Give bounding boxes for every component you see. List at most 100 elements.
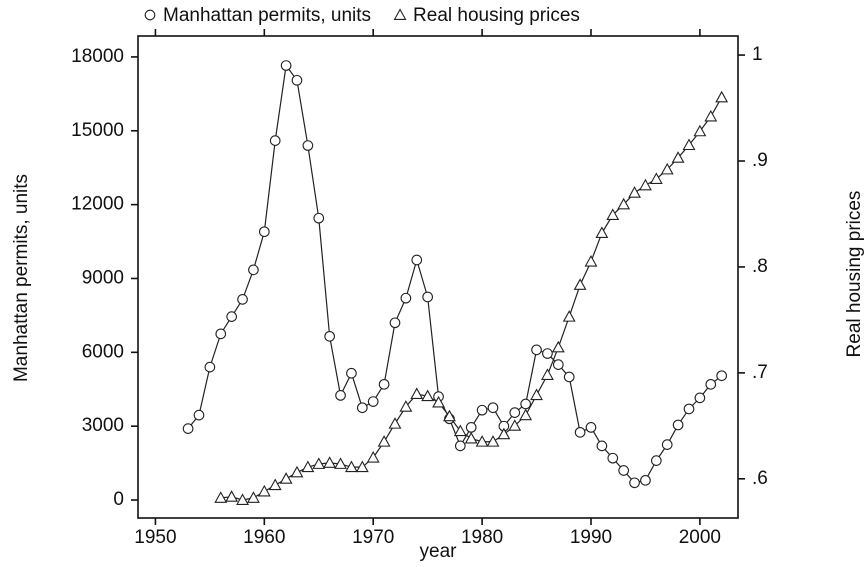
triangle-marker — [693, 124, 707, 137]
triangle-marker — [246, 491, 260, 503]
circle-marker — [465, 422, 477, 433]
legend-label: Manhattan permits, units — [163, 5, 371, 26]
circle-marker — [389, 317, 401, 329]
triangle-marker — [715, 90, 729, 103]
triangle-marker — [649, 172, 663, 184]
circle-marker — [269, 135, 281, 146]
circle-marker — [248, 264, 259, 276]
circle-marker — [563, 371, 575, 383]
circle-marker — [476, 404, 488, 416]
triangle-marker — [639, 178, 652, 191]
triangle-marker — [279, 472, 293, 484]
y-tick-label: 18000 — [71, 46, 124, 67]
circle-marker — [509, 407, 521, 418]
circle-marker — [640, 474, 651, 486]
y-tick-label: 15000 — [71, 120, 124, 141]
circle-marker — [324, 330, 336, 342]
y-tick-label: 3000 — [82, 415, 124, 436]
triangle-marker — [388, 417, 402, 429]
triangle-marker — [628, 186, 641, 198]
circle-marker — [574, 426, 586, 438]
circle-marker — [629, 477, 640, 489]
circle-marker — [422, 291, 434, 303]
triangle-marker — [508, 419, 522, 431]
triangle-marker — [323, 456, 337, 468]
circle-marker — [204, 361, 216, 373]
circle-marker — [346, 367, 357, 379]
y2-tick-label: .6 — [752, 468, 768, 489]
triangle-marker — [453, 424, 467, 437]
triangle-marker — [410, 387, 424, 400]
triangle-marker — [682, 138, 696, 151]
triangle-marker — [595, 226, 609, 238]
circle-marker — [661, 439, 673, 450]
circle-marker — [705, 378, 717, 390]
triangle-marker — [617, 197, 631, 210]
triangle-marker — [421, 389, 435, 402]
circle-marker — [694, 392, 706, 404]
triangle-marker — [442, 409, 456, 422]
triangle-marker — [704, 109, 718, 122]
triangle-marker — [486, 435, 500, 447]
triangle-marker — [497, 427, 511, 440]
x-tick-label: 1960 — [243, 527, 285, 548]
x-tick-label: 1990 — [570, 527, 612, 548]
circle-marker — [291, 74, 303, 86]
circle-marker — [367, 396, 379, 407]
triangle-marker — [257, 484, 271, 497]
y-tick-label: 12000 — [71, 194, 124, 215]
triangle-marker — [541, 368, 554, 380]
triangle-marker — [214, 491, 228, 503]
circle-marker — [552, 359, 564, 370]
triangle-marker — [584, 255, 598, 267]
circle-marker — [531, 344, 542, 356]
triangle-marker — [399, 400, 413, 412]
triangle-marker — [268, 478, 282, 491]
triangle-marker — [432, 395, 445, 408]
x-tick-label: 1980 — [461, 527, 503, 548]
circle-marker — [520, 398, 532, 410]
triangle-marker — [660, 162, 674, 175]
circle-marker — [356, 402, 368, 414]
x-tick-label: 1950 — [134, 527, 176, 548]
circle-marker — [193, 409, 205, 421]
circle-marker — [596, 440, 608, 452]
triangle-marker — [464, 431, 478, 444]
circle-marker — [215, 328, 227, 340]
triangle-marker — [236, 493, 249, 505]
triangle-marker — [366, 450, 380, 463]
circle-marker — [144, 9, 156, 21]
circle-marker — [487, 402, 499, 414]
triangle-marker — [573, 278, 587, 290]
triangle-marker — [530, 388, 543, 401]
y-tick-label: 6000 — [82, 341, 124, 362]
circle-marker — [716, 370, 728, 382]
circle-marker — [454, 440, 466, 452]
triangle-marker — [290, 465, 304, 478]
circle-marker — [182, 423, 194, 434]
circle-marker — [542, 348, 553, 359]
circle-marker — [258, 226, 270, 238]
triangle-marker — [334, 457, 347, 469]
y-axis-label: Manhattan permits, units — [11, 174, 32, 382]
triangle-marker — [606, 208, 620, 220]
y2-tick-label: .8 — [752, 256, 768, 277]
circle-marker — [237, 294, 248, 305]
legend-label: Real housing prices — [413, 5, 580, 26]
x-tick-label: 2000 — [679, 527, 721, 548]
triangle-marker — [671, 151, 685, 163]
circle-marker — [313, 212, 325, 224]
circle-marker — [400, 292, 412, 304]
circle-marker — [618, 465, 630, 476]
y2-axis-label: Real housing prices — [844, 191, 865, 358]
circle-marker — [585, 422, 597, 433]
triangle-marker — [312, 457, 326, 469]
triangle-marker — [393, 8, 407, 20]
circle-marker — [672, 419, 684, 431]
circle-marker — [302, 140, 314, 151]
circle-marker — [280, 60, 292, 71]
y2-tick-label: 1 — [752, 44, 763, 65]
circle-marker — [607, 452, 619, 464]
triangle-marker — [551, 340, 565, 353]
circle-marker — [650, 455, 662, 466]
